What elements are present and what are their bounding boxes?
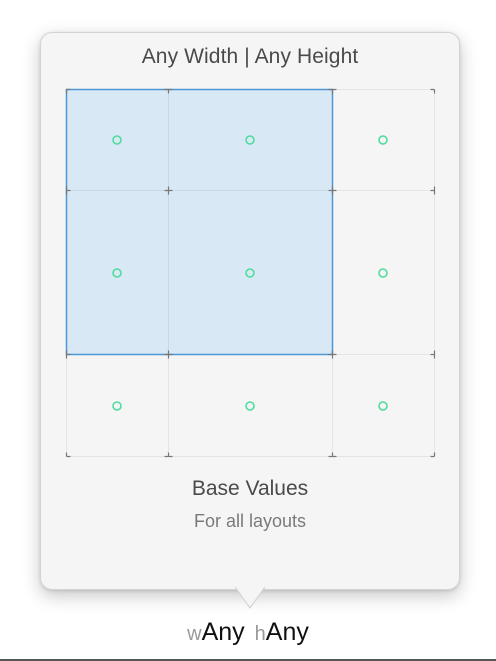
size-class-toggle[interactable]: wAny hAny bbox=[0, 618, 496, 647]
cell-dots bbox=[112, 135, 388, 411]
height-value: Any bbox=[265, 618, 309, 646]
selection-inner-lines bbox=[67, 90, 332, 354]
cell-dot-icon[interactable] bbox=[245, 401, 255, 411]
size-class-popover: Any Width | Any Height bbox=[40, 32, 460, 590]
cell-dot-icon[interactable] bbox=[378, 401, 388, 411]
selected-region bbox=[65, 88, 334, 356]
base-values-subtitle: For all layouts bbox=[193, 511, 307, 531]
cell-dot-icon[interactable] bbox=[112, 268, 122, 278]
cell-dot-icon[interactable] bbox=[378, 135, 388, 145]
cell-dot-icon[interactable] bbox=[245, 268, 255, 278]
base-values-title: Base Values bbox=[191, 477, 309, 500]
cell-dot-icon[interactable] bbox=[112, 401, 122, 411]
bottom-divider bbox=[0, 659, 496, 661]
height-prefix: h bbox=[254, 623, 266, 645]
width-prefix: w bbox=[187, 623, 202, 645]
cell-dot-icon[interactable] bbox=[112, 135, 122, 145]
width-value: Any bbox=[201, 618, 245, 646]
cell-dot-icon[interactable] bbox=[245, 135, 255, 145]
size-class-grid bbox=[65, 88, 436, 458]
popover-title: Any Width | Any Height bbox=[141, 45, 359, 68]
grid-ticks bbox=[65, 88, 436, 458]
cell-dot-icon[interactable] bbox=[378, 268, 388, 278]
